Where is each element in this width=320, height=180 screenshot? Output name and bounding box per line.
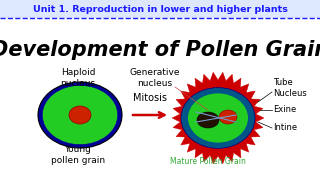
Ellipse shape [181,88,255,148]
Text: Mitosis: Mitosis [133,93,167,103]
Text: Intine: Intine [273,123,297,132]
Ellipse shape [69,106,91,124]
Polygon shape [172,72,264,164]
Ellipse shape [219,110,237,124]
Ellipse shape [197,112,219,128]
Text: Haploid
nucleus: Haploid nucleus [60,68,96,88]
Text: Unit 1. Reproduction in lower and higher plants: Unit 1. Reproduction in lower and higher… [33,4,287,14]
Text: Mature Pollen Grain: Mature Pollen Grain [170,158,246,166]
Text: Tube
Nucleus: Tube Nucleus [273,78,307,98]
Text: Generative
nucleus: Generative nucleus [130,68,180,88]
Ellipse shape [42,85,118,145]
Text: Development of Pollen Grain: Development of Pollen Grain [0,40,320,60]
Text: Young
pollen grain: Young pollen grain [51,145,105,165]
Ellipse shape [188,93,248,143]
Text: Exine: Exine [273,105,296,114]
FancyBboxPatch shape [0,0,320,18]
Ellipse shape [38,82,122,148]
